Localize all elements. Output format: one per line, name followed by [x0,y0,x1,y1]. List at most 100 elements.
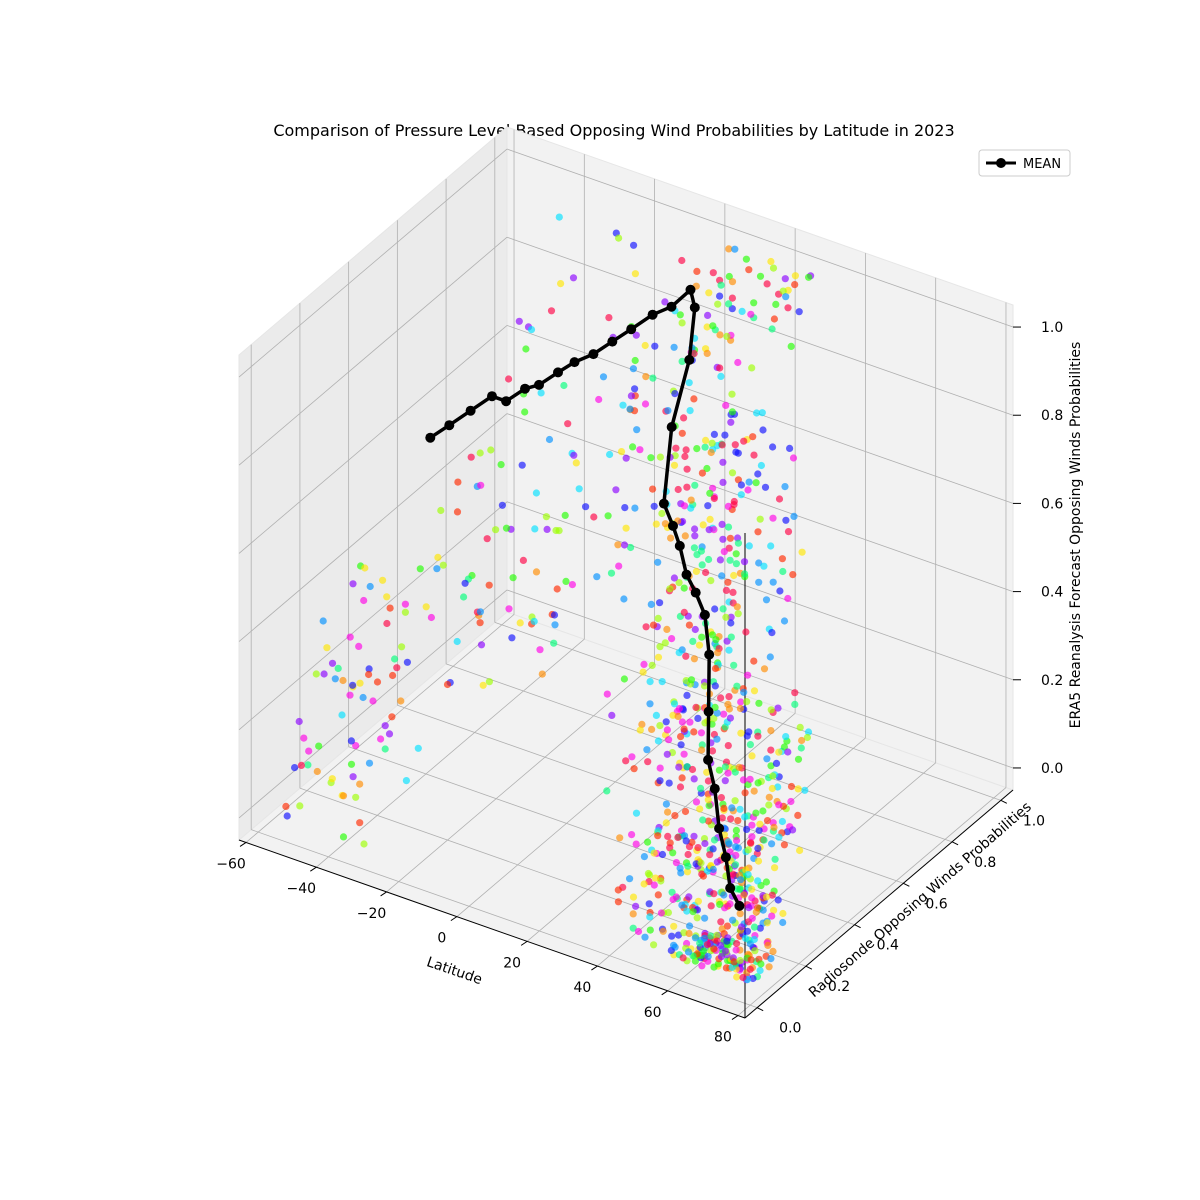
scatter-point [698,561,706,569]
scatter-point [684,862,692,870]
scatter-point [543,525,551,534]
scatter-point [704,796,712,804]
x-tick-label: 80 [714,1030,732,1046]
scatter-point [443,680,452,689]
scatter-point [734,817,742,825]
scatter-point [651,342,659,350]
scatter-point [646,700,654,708]
scatter-point [744,486,752,494]
scatter-point [728,469,737,477]
scatter-point [645,900,653,908]
scatter-point [656,764,664,772]
scatter-point [650,881,658,889]
scatter-point [515,317,523,325]
scatter-point [769,514,777,522]
scatter-point [716,292,724,300]
scatter-point [798,548,806,556]
scatter-point [312,670,320,678]
scatter-point [754,779,762,787]
y-ticks: 0.0 0.2 0.4 0.6 0.8 1.0 [756,799,1045,1037]
scatter-point [593,573,601,581]
scatter-point [678,429,686,437]
scatter-point [750,299,758,307]
scatter-point [599,373,608,381]
scatter-point [759,807,767,815]
scatter-point [740,558,749,566]
scatter-point [691,625,699,634]
y-tick-label: 0.0 [779,1021,801,1037]
scatter-point [636,726,644,734]
scatter-point [656,599,664,607]
scatter-point [724,523,733,531]
scatter-point [531,525,539,533]
scatter-point [676,783,685,791]
scatter-point [768,784,776,793]
mean-point [666,301,677,312]
scatter-point [365,670,373,679]
scatter-point [620,541,629,549]
scatter-point [683,691,691,700]
scatter-point [680,414,688,422]
scatter-point [728,278,737,286]
scatter-point [694,844,702,852]
scatter-point [728,408,737,416]
scatter-point [656,722,664,730]
scatter-point [629,365,638,373]
scatter-point [334,664,342,673]
scatter-point [629,893,638,901]
scatter-point [391,655,399,663]
scatter-point [647,600,655,609]
scatter-point [719,478,727,486]
scatter-point [774,783,782,791]
scatter-point [745,266,753,274]
scatter-point [670,574,679,582]
scatter-point [725,272,733,281]
x-tick-mark [731,1015,739,1020]
scatter-point [530,617,538,626]
legend: MEAN [978,149,1071,177]
scatter-point [750,787,758,795]
scatter-point [750,657,758,665]
scatter-point [720,710,728,718]
scatter-point [664,407,672,415]
mean-point [588,349,599,360]
scatter-point [733,603,741,611]
scatter-point [433,565,441,573]
scatter-point [781,483,789,491]
scatter-point [283,812,291,820]
scatter-point [767,542,775,550]
scatter-point [662,819,670,827]
scatter-point [665,736,673,744]
scatter-point [606,450,614,459]
scatter-point [701,839,709,848]
scatter-point [781,275,789,283]
scatter-point [720,548,728,556]
scatter-point [768,840,776,848]
scatter-point [780,841,789,849]
scatter-point [320,670,328,678]
scatter-point [537,389,545,397]
y-tick-mark [1000,799,1008,804]
scatter-point [689,637,697,646]
scatter-point [724,769,732,777]
scatter-point [708,439,716,447]
scatter-point [748,894,756,902]
scatter-point [650,502,658,510]
scatter-point [633,426,641,434]
scatter-point [712,636,720,644]
scatter-point [331,675,339,683]
scatter-point [672,859,681,867]
scatter-point [726,556,734,564]
x-tick-label: −40 [287,881,317,897]
mean-point [685,284,696,295]
scatter-point [730,958,738,966]
scatter-point [716,556,725,564]
scatter-point [747,838,755,847]
scatter-point [654,737,663,745]
scatter-point [360,840,368,848]
scatter-point [721,763,730,771]
scatter-point [745,904,753,912]
scatter-point [649,485,657,493]
scatter-point [804,728,813,736]
y-tick-label: 1.0 [1023,813,1045,829]
